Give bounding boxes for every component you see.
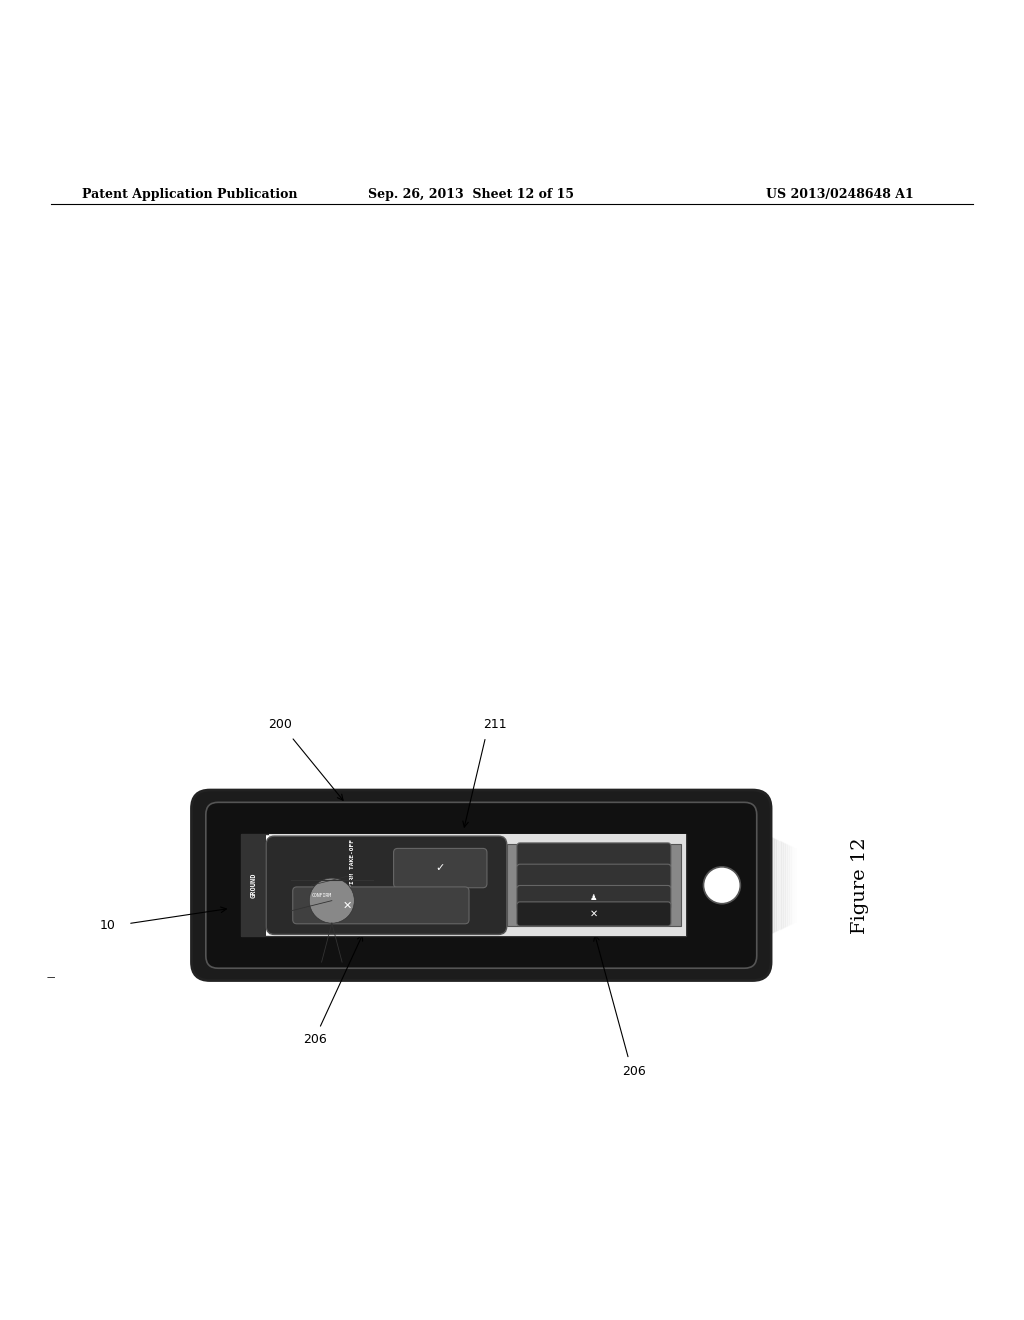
Text: CONFIRM TAKE-OFF: CONFIRM TAKE-OFF — [350, 840, 355, 899]
Bar — [507, 845, 681, 927]
Text: Figure 12: Figure 12 — [851, 837, 869, 933]
Circle shape — [309, 878, 354, 923]
FancyBboxPatch shape — [206, 803, 757, 969]
FancyBboxPatch shape — [517, 886, 671, 909]
Text: US 2013/0248648 A1: US 2013/0248648 A1 — [766, 187, 913, 201]
Text: 211: 211 — [482, 718, 506, 731]
FancyBboxPatch shape — [191, 791, 771, 981]
Text: 10: 10 — [99, 919, 116, 932]
Bar — [241, 834, 686, 936]
Text: CONFIRM: CONFIRM — [312, 892, 332, 898]
Text: —: — — [47, 973, 55, 982]
Text: Patent Application Publication: Patent Application Publication — [82, 187, 297, 201]
Text: 200: 200 — [268, 718, 293, 731]
Text: Sep. 26, 2013  Sheet 12 of 15: Sep. 26, 2013 Sheet 12 of 15 — [368, 187, 574, 201]
Text: GROUND: GROUND — [251, 873, 256, 898]
Text: 206: 206 — [623, 1065, 646, 1078]
Bar — [269, 834, 686, 936]
FancyBboxPatch shape — [517, 843, 671, 867]
FancyBboxPatch shape — [393, 849, 487, 888]
Text: ✕: ✕ — [590, 909, 598, 919]
FancyBboxPatch shape — [517, 902, 671, 927]
Text: ✓: ✓ — [435, 863, 445, 873]
Text: 206: 206 — [303, 1034, 327, 1047]
Bar — [241, 834, 266, 936]
FancyBboxPatch shape — [293, 887, 469, 924]
FancyBboxPatch shape — [266, 836, 507, 935]
FancyBboxPatch shape — [517, 865, 671, 888]
Text: ✕: ✕ — [343, 900, 352, 911]
Circle shape — [703, 867, 740, 904]
Text: ♟: ♟ — [590, 894, 598, 902]
